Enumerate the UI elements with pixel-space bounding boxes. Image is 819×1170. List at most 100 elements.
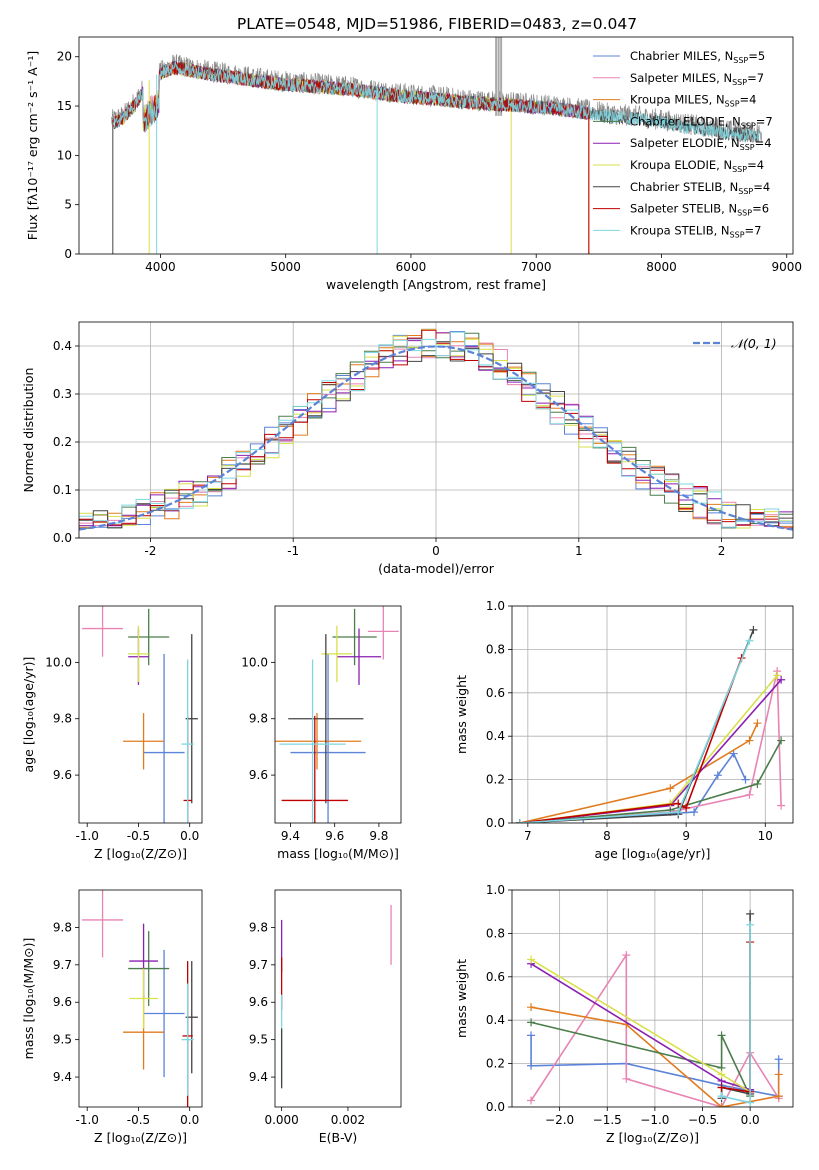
series-marker [690, 808, 699, 817]
series-salpeter-elodie [515, 675, 786, 823]
series-marker [745, 636, 754, 645]
x-tick-label: -0.5 [127, 829, 150, 843]
legend-label-eq: =6 [752, 202, 769, 216]
y-tick-label: 0.8 [486, 642, 505, 656]
legend-label-main: Chabrier ELODIE, N [630, 114, 741, 128]
axes-frame [78, 605, 203, 824]
x-tick-label: 0.000 [264, 1113, 298, 1127]
series-marker [773, 671, 782, 680]
y-tick-label: 1.0 [486, 883, 505, 897]
legend-label-eq: =4 [747, 158, 764, 172]
legend-label-sub: SSP [730, 230, 745, 239]
y-tick-label: 0.3 [53, 387, 72, 401]
plot-area [275, 606, 399, 823]
legend-label: Chabrier STELIB, NSSP=4 [630, 180, 770, 196]
series-salpeter-stelib [515, 654, 746, 823]
y-tick-label: 0.6 [486, 686, 505, 700]
series-kroupa-stelib [717, 920, 755, 1107]
series-marker [777, 801, 786, 810]
legend-label-main: Kroupa STELIB, N [630, 223, 730, 237]
error-point-chabrier-stelib [288, 634, 364, 804]
series-chabrier-stelib [717, 909, 755, 1103]
x-tick-label: 9000 [771, 260, 802, 274]
y-tick-label: 9.7 [53, 958, 72, 972]
legend-label-eq: =4 [740, 93, 757, 107]
axes-frame [274, 889, 402, 1108]
x-tick-label: 9 [682, 829, 690, 843]
histogram-kroupa-stelib [79, 331, 793, 528]
series-marker [777, 736, 786, 745]
error-point-kroupa-miles [123, 713, 165, 770]
x-tick-label: −2.0 [545, 1113, 574, 1127]
legend-label-sub: SSP [737, 209, 752, 218]
series-marker [746, 1098, 755, 1107]
error-point-kroupa-stelib [279, 659, 346, 823]
series-marker [717, 1092, 726, 1101]
y-tick-label: 9.6 [249, 995, 268, 1009]
x-tick-label: 7 [524, 829, 532, 843]
y-tick-label: 9.6 [53, 995, 72, 1009]
plot-area [82, 606, 198, 823]
legend-label-sub: SSP [732, 165, 747, 174]
legend-label-main: Salpeter MILES, N [630, 71, 732, 85]
series-marker [746, 920, 755, 929]
series-marker [527, 1003, 536, 1012]
error-point-salpeter-miles [82, 890, 124, 958]
y-tick-label: 9.8 [53, 712, 72, 726]
series-marker [741, 775, 750, 784]
y-tick-label: 0.4 [486, 729, 505, 743]
legend-label: Salpeter STELIB, NSSP=6 [630, 202, 769, 218]
series-marker [527, 1031, 536, 1040]
y-tick-label: 9.6 [53, 768, 72, 782]
y-axis-label: mass weight [454, 959, 469, 1038]
y-tick-label: 0.2 [486, 773, 505, 787]
x-tick-label: 6000 [396, 260, 427, 274]
series-marker [774, 1092, 783, 1101]
y-tick-label: 5 [64, 198, 72, 212]
series-marker [717, 1103, 726, 1107]
x-axis-label: (data-model)/error [378, 561, 495, 576]
series-line [530, 952, 780, 1107]
x-tick-label: 0.0 [180, 1113, 199, 1127]
series-marker [515, 819, 524, 823]
y-tick-label: 10.0 [241, 655, 268, 669]
y-tick-label: 10 [57, 148, 72, 162]
series-line [530, 1021, 751, 1097]
error-point-kroupa-elodie [321, 625, 353, 683]
legend-label-eq: =5 [748, 49, 765, 63]
error-point-kroupa-stelib [181, 659, 194, 823]
error-point-chabrier-elodie [128, 931, 170, 1006]
x-tick-label: -1.0 [75, 829, 98, 843]
series-line [519, 629, 755, 823]
x-axis-label: age [log₁₀(age/yr)] [595, 846, 711, 861]
legend-label: Salpeter ELODIE, NSSP=4 [630, 136, 772, 152]
error-point-kroupa-elodie [129, 968, 158, 1029]
y-tick-label: 9.7 [249, 958, 268, 972]
x-axis-label: Z [log₁₀(Z/Z⊙)] [606, 1130, 699, 1145]
series-kroupa-miles [515, 719, 762, 823]
series-line [530, 958, 751, 1093]
series-line [519, 722, 759, 823]
series-marker [717, 1083, 726, 1092]
axes-frame [274, 605, 402, 824]
series-marker [682, 803, 691, 812]
panel-mass_vs_Z: -1.0 -0.5 0.0 9.4 9.5 9.6 9.7 9.8 Z [log₁₀(Z/Z⊙)… [21, 889, 203, 1145]
histogram-salpeter-stelib [79, 329, 793, 529]
series-marker [745, 736, 754, 745]
y-tick-label: 0.0 [53, 531, 72, 545]
error-point-salpeter-miles [82, 606, 124, 657]
series-marker [746, 909, 755, 918]
y-tick-label: 9.4 [249, 1070, 268, 1084]
legend-label-eq: =7 [747, 71, 764, 85]
x-tick-label: −1.5 [593, 1113, 622, 1127]
y-tick-label: 15 [57, 99, 72, 113]
legend-label-eq: =4 [755, 136, 772, 150]
series-line [721, 924, 751, 1104]
series-line [721, 942, 751, 1093]
panel-mass_vs_ebv: 0.000 0.002 9.4 9.5 9.6 9.7 9.8 E(B-V) [249, 889, 402, 1145]
model-spectrum-kroupa-stelib [112, 61, 760, 142]
x-tick-label: 10 [758, 829, 773, 843]
x-tick-label: 0.0 [741, 1113, 760, 1127]
series-line [530, 963, 751, 1091]
